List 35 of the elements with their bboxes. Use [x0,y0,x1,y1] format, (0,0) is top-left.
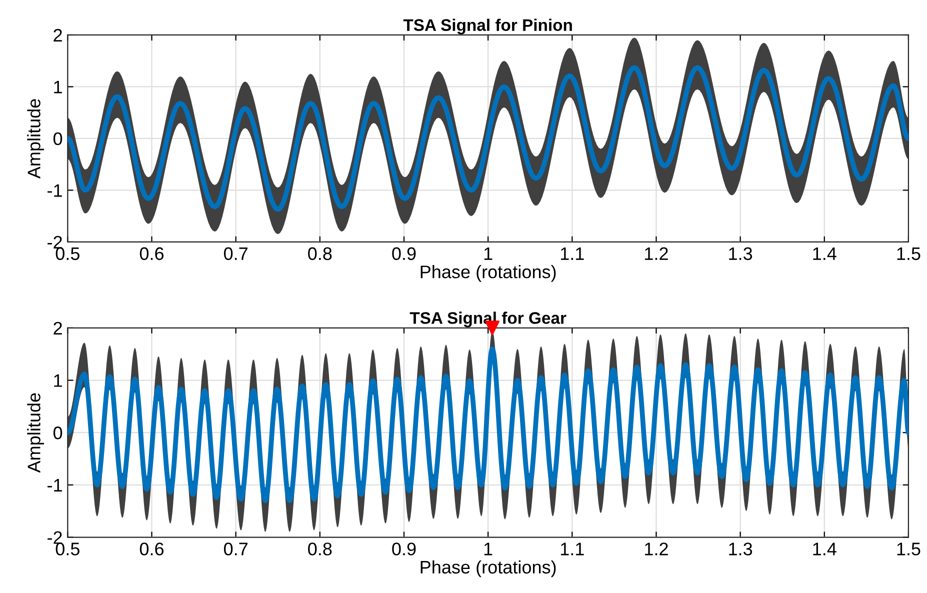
x-tick-label: 0.8 [308,542,332,556]
x-tick-label: 0.8 [308,247,332,260]
x-tick-label: 1.3 [729,542,752,556]
x-tick-label: 0.9 [392,247,416,260]
y-tick-label: -1 [48,184,62,197]
y-tick-label: 2 [54,28,62,42]
y-tick-label: 1 [54,80,62,94]
x-tick-label: 0.5 [56,247,80,260]
x-tick-label: 0.9 [392,542,416,556]
x-tick-label: 1.5 [897,247,920,260]
x-tick-label: 1 [484,542,492,556]
y-tick-label: -1 [48,479,62,492]
x-tick-label: 0.6 [140,542,164,556]
x-tick-label: 1.4 [813,542,836,556]
x-tick-label: 0.5 [56,542,80,556]
y-axis-title: Amplitude [27,99,44,179]
y-tick-label: 0 [53,426,62,440]
x-tick-label: 1.2 [645,542,668,556]
x-tick-label: 1.3 [729,247,752,260]
y-tick-label: 0 [53,132,62,146]
y-tick-label: 1 [54,374,62,387]
x-tick-label: 1.4 [813,247,836,260]
chart-title: TSA Signal for Pinion [403,18,572,34]
x-tick-label: 0.7 [224,542,248,556]
x-tick-label: 1.5 [897,542,920,556]
x-tick-label: 0.6 [140,247,164,260]
x-axis-title: Phase (rotations) [420,265,556,282]
x-axis-title: Phase (rotations) [420,560,556,578]
x-tick-label: 1.2 [645,247,668,260]
y-tick-label: 2 [54,322,62,334]
y-axis-title: Amplitude [27,393,44,473]
x-tick-label: 1.1 [560,247,584,260]
x-tick-label: 0.7 [224,247,248,260]
x-tick-label: 1 [484,247,492,260]
x-tick-label: 1.1 [560,542,584,556]
